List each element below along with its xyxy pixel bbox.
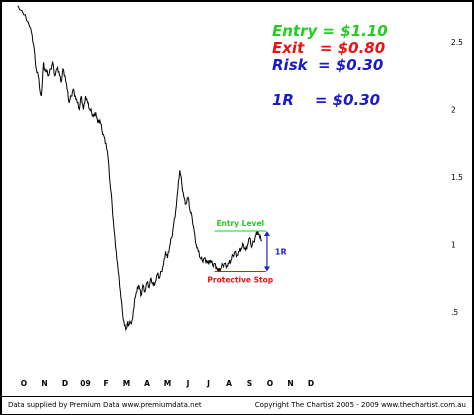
x-tick-label: A (144, 379, 150, 388)
plot-area: Entry Level Protective Stop 1R (17, 5, 287, 332)
x-tick-label: D (308, 379, 314, 388)
r-marker-arrow-down (263, 266, 270, 272)
risk-annotation: Risk = $0.30 (272, 56, 384, 74)
x-tick-label: S (247, 379, 252, 388)
x-tick-label: D (62, 379, 68, 388)
protective-stop-label: Protective Stop (207, 276, 273, 285)
one-r-annotation: 1R = $0.30 (272, 91, 381, 109)
x-tick-label: O (21, 379, 27, 388)
x-tick-label: O (267, 379, 273, 388)
y-tick-label: 2 (451, 106, 456, 115)
x-tick-label: 09 (80, 379, 90, 388)
footer: Data supplied by Premium Data www.premiu… (2, 396, 472, 414)
axes: O N D 09 F M A M J J A S O N D2.521.51.5 (21, 38, 463, 388)
r-marker-arrow-up (263, 231, 270, 236)
x-tick-label: J (186, 379, 190, 388)
x-tick-label: M (164, 379, 171, 388)
footer-data-credit: Data supplied by Premium Data www.premiu… (8, 401, 202, 409)
price-series-line (17, 5, 262, 332)
y-tick-label: 1.5 (451, 173, 463, 182)
entry-level-label: Entry Level (216, 219, 264, 228)
y-tick-label: 1 (451, 241, 456, 250)
exit-annotation: Exit = $0.80 (272, 39, 386, 57)
x-tick-label: J (206, 379, 210, 388)
y-tick-label: .5 (451, 308, 458, 317)
x-tick-label: F (103, 379, 108, 388)
x-tick-label: N (287, 379, 293, 388)
x-tick-label: M (123, 379, 130, 388)
y-tick-label: 2.5 (451, 38, 463, 47)
footer-copyright: Copyright The Chartist 2005 - 2009 www.t… (254, 401, 466, 409)
x-tick-label: A (226, 379, 232, 388)
x-tick-label: N (41, 379, 47, 388)
entry-annotation: Entry = $1.10 (272, 22, 388, 40)
r-marker-label: 1R (275, 247, 287, 256)
